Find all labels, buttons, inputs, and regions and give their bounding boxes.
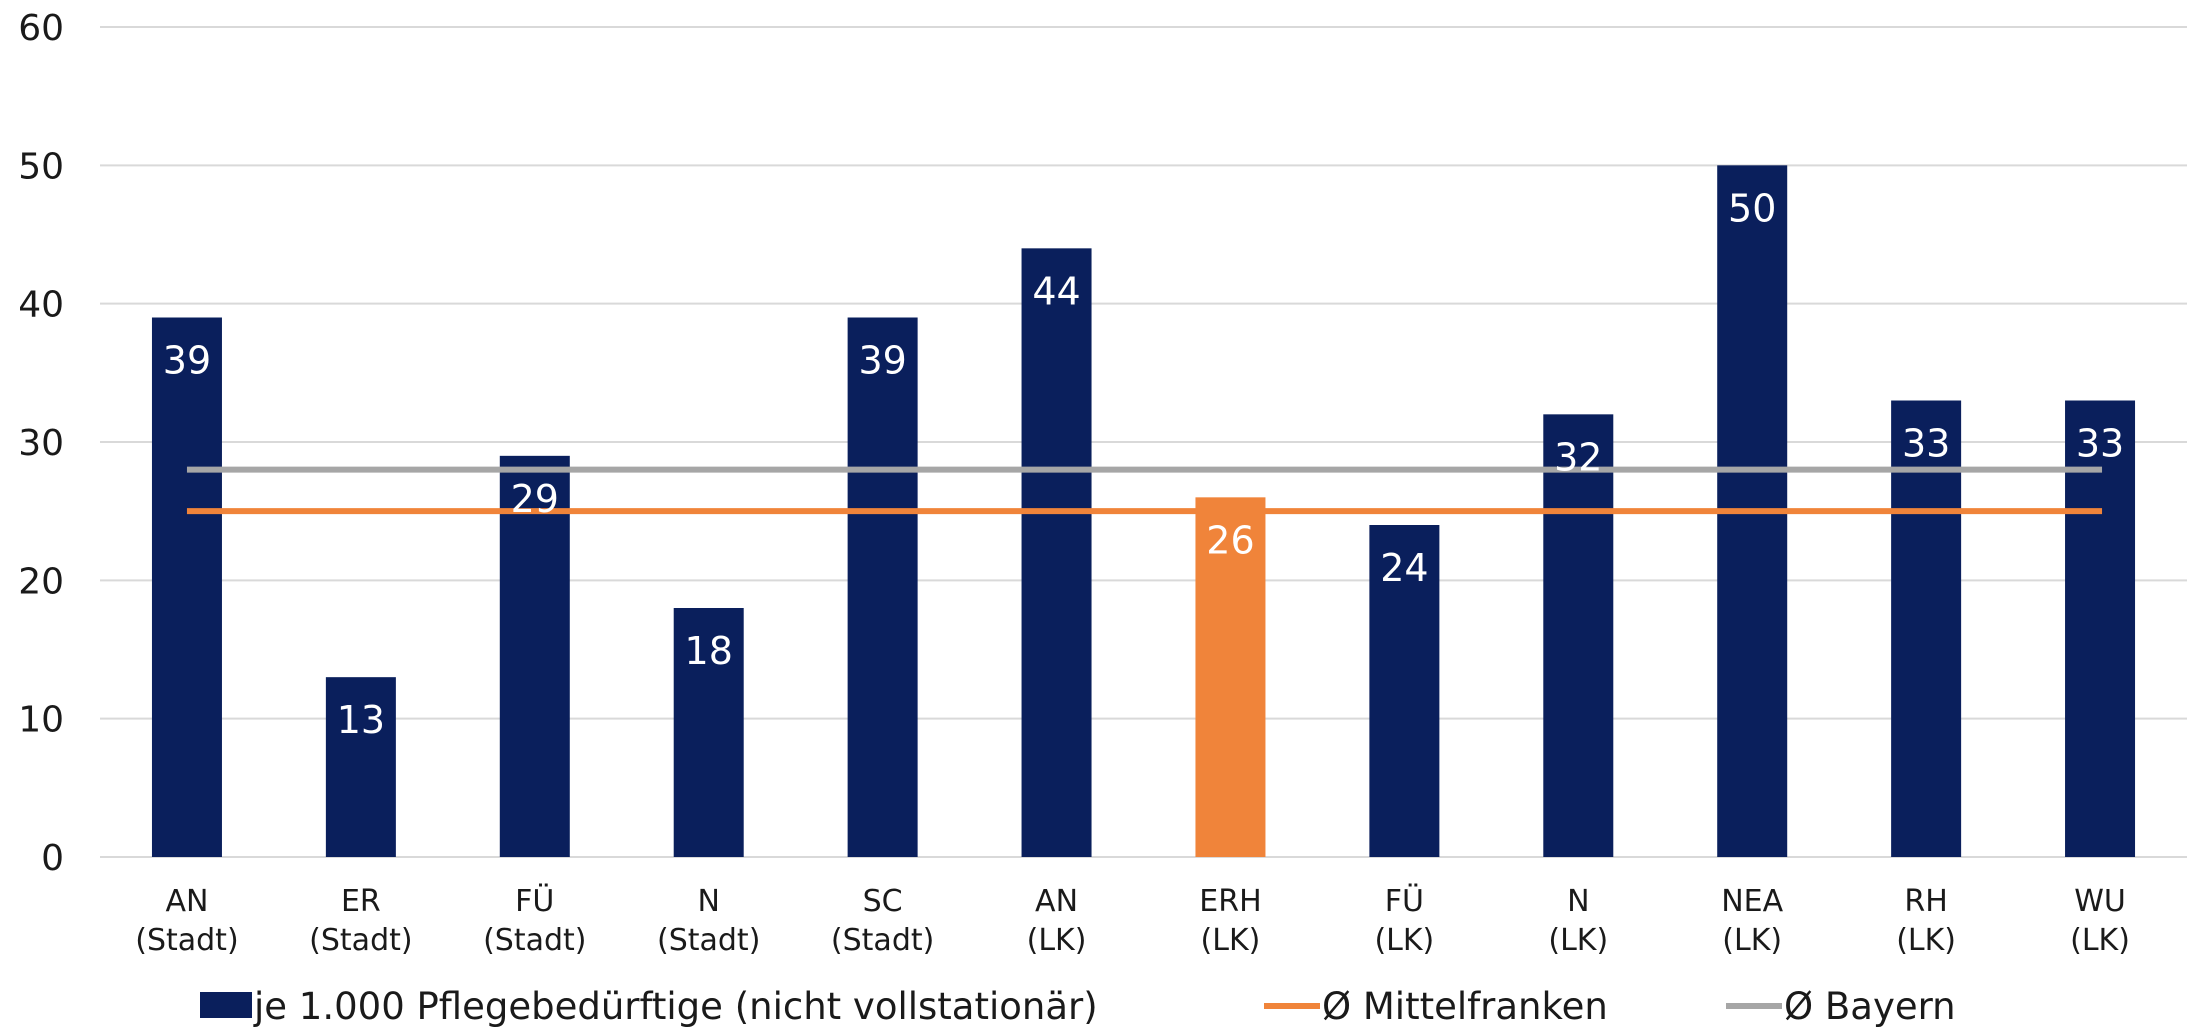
bar-1 (325, 677, 396, 857)
x-tick-label: AN (165, 884, 208, 919)
data-label-6: 26 (1206, 518, 1254, 562)
x-tick-label: N (1567, 884, 1589, 919)
bar-7 (1369, 525, 1440, 857)
x-tick-sublabel: (LK) (1548, 923, 1608, 958)
data-label-0: 39 (163, 339, 211, 383)
y-axis-ticks: 0 10 20 30 40 50 60 (18, 8, 64, 879)
x-axis-categories: AN (Stadt) ER (Stadt) FÜ (Stadt) N (Stadt) SC (St… (135, 883, 2130, 958)
bars (151, 165, 2136, 858)
bar-0 (151, 317, 222, 857)
x-tick-sublabel: (LK) (2070, 923, 2130, 958)
data-label-1: 13 (337, 698, 385, 742)
bar-6 (1195, 497, 1266, 857)
data-label-5: 44 (1032, 269, 1080, 313)
data-label-11: 33 (2076, 422, 2124, 466)
legend-label-bayern: Ø Bayern (1784, 985, 1956, 1028)
x-tick-sublabel: (Stadt) (831, 923, 934, 958)
x-tick-sublabel: (LK) (1027, 923, 1087, 958)
x-tick-sublabel: (Stadt) (135, 923, 238, 958)
bar-2 (499, 455, 570, 857)
y-tick-label: 10 (18, 700, 64, 741)
data-label-3: 18 (685, 629, 733, 673)
x-tick-label: NEA (1721, 884, 1783, 919)
data-label-10: 33 (1902, 422, 1950, 466)
x-tick-label: SC (863, 884, 903, 919)
data-label-4: 39 (858, 339, 906, 383)
x-tick-label: ERH (1199, 884, 1261, 919)
y-tick-label: 50 (18, 146, 64, 187)
average-lines (186, 466, 2103, 515)
y-tick-label: 0 (41, 838, 64, 879)
x-tick-sublabel: (LK) (1722, 923, 1782, 958)
x-tick-label: FÜ (1385, 883, 1424, 919)
y-tick-label: 60 (18, 8, 64, 49)
data-label-9: 50 (1728, 186, 1776, 230)
x-tick-sublabel: (LK) (1374, 923, 1434, 958)
x-tick-label: RH (1904, 884, 1947, 919)
data-label-7: 24 (1380, 546, 1428, 590)
legend-label-bars: je 1.000 Pflegebedürftige (nicht vollsta… (253, 985, 1098, 1028)
x-tick-sublabel: (LK) (1201, 923, 1261, 958)
x-tick-sublabel: (Stadt) (309, 923, 412, 958)
x-tick-label: ER (341, 884, 381, 919)
y-tick-label: 40 (18, 285, 64, 326)
data-labels: 39 13 29 18 39 44 26 24 32 50 33 33 (163, 186, 2124, 742)
bar-5 (1021, 248, 1092, 858)
bar-3 (673, 608, 744, 857)
data-label-8: 32 (1554, 435, 1602, 479)
y-tick-label: 20 (18, 561, 64, 602)
x-tick-label: AN (1035, 884, 1078, 919)
gridlines (100, 26, 2187, 858)
legend: je 1.000 Pflegebedürftige (nicht vollsta… (200, 985, 1956, 1028)
x-tick-sublabel: (Stadt) (483, 923, 586, 958)
legend-swatch-bars (200, 992, 252, 1018)
bar-8 (1543, 414, 1614, 857)
legend-label-mittelfranken: Ø Mittelfranken (1322, 985, 1608, 1028)
bar-4 (847, 317, 918, 857)
x-tick-label: N (697, 884, 719, 919)
y-tick-label: 30 (18, 423, 64, 464)
x-tick-sublabel: (Stadt) (657, 923, 760, 958)
x-tick-label: WU (2074, 884, 2126, 919)
data-label-2: 29 (511, 477, 559, 521)
bar-10 (1891, 400, 1962, 857)
x-tick-sublabel: (LK) (1896, 923, 1956, 958)
x-tick-label: FÜ (515, 883, 554, 919)
bar-11 (2065, 400, 2136, 857)
